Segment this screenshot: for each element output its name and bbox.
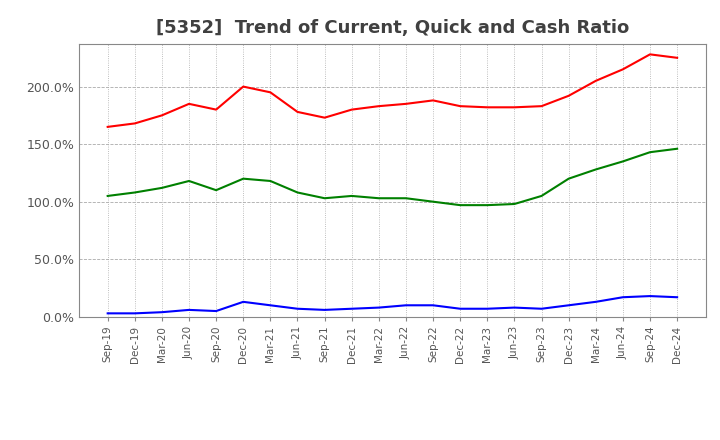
Line: Current Ratio: Current Ratio <box>108 55 677 127</box>
Quick Ratio <box>483 202 492 208</box>
Quick Ratio <box>348 193 356 198</box>
Cash Ratio <box>537 306 546 312</box>
Quick Ratio <box>510 202 518 207</box>
Current Ratio <box>510 105 518 110</box>
Current Ratio <box>564 93 573 99</box>
Current Ratio <box>483 105 492 110</box>
Quick Ratio <box>618 159 627 164</box>
Cash Ratio <box>483 306 492 312</box>
Cash Ratio <box>456 306 464 312</box>
Quick Ratio <box>320 196 329 201</box>
Current Ratio <box>185 101 194 106</box>
Cash Ratio <box>646 293 654 299</box>
Current Ratio <box>428 98 437 103</box>
Cash Ratio <box>672 295 681 300</box>
Quick Ratio <box>185 178 194 183</box>
Cash Ratio <box>402 303 410 308</box>
Current Ratio <box>130 121 139 126</box>
Current Ratio <box>402 101 410 106</box>
Cash Ratio <box>591 299 600 304</box>
Current Ratio <box>456 103 464 109</box>
Current Ratio <box>672 55 681 60</box>
Current Ratio <box>239 84 248 89</box>
Quick Ratio <box>564 176 573 181</box>
Quick Ratio <box>428 199 437 204</box>
Current Ratio <box>646 52 654 57</box>
Quick Ratio <box>212 187 220 193</box>
Quick Ratio <box>104 193 112 198</box>
Cash Ratio <box>348 306 356 312</box>
Cash Ratio <box>130 311 139 316</box>
Line: Cash Ratio: Cash Ratio <box>108 296 677 313</box>
Quick Ratio <box>130 190 139 195</box>
Cash Ratio <box>618 295 627 300</box>
Current Ratio <box>158 113 166 118</box>
Cash Ratio <box>185 307 194 312</box>
Quick Ratio <box>402 196 410 201</box>
Current Ratio <box>591 78 600 84</box>
Line: Quick Ratio: Quick Ratio <box>108 149 677 205</box>
Quick Ratio <box>591 167 600 172</box>
Cash Ratio <box>239 299 248 304</box>
Quick Ratio <box>646 150 654 155</box>
Quick Ratio <box>158 185 166 191</box>
Current Ratio <box>537 103 546 109</box>
Quick Ratio <box>456 202 464 208</box>
Cash Ratio <box>266 303 275 308</box>
Current Ratio <box>374 103 383 109</box>
Cash Ratio <box>212 308 220 314</box>
Quick Ratio <box>537 193 546 198</box>
Cash Ratio <box>320 307 329 312</box>
Cash Ratio <box>374 305 383 310</box>
Title: [5352]  Trend of Current, Quick and Cash Ratio: [5352] Trend of Current, Quick and Cash … <box>156 19 629 37</box>
Cash Ratio <box>564 303 573 308</box>
Current Ratio <box>104 124 112 129</box>
Quick Ratio <box>239 176 248 181</box>
Quick Ratio <box>266 178 275 183</box>
Cash Ratio <box>293 306 302 312</box>
Cash Ratio <box>104 311 112 316</box>
Quick Ratio <box>672 146 681 151</box>
Quick Ratio <box>293 190 302 195</box>
Current Ratio <box>293 109 302 114</box>
Current Ratio <box>266 90 275 95</box>
Current Ratio <box>348 107 356 112</box>
Current Ratio <box>320 115 329 120</box>
Current Ratio <box>212 107 220 112</box>
Cash Ratio <box>428 303 437 308</box>
Cash Ratio <box>510 305 518 310</box>
Current Ratio <box>618 67 627 72</box>
Quick Ratio <box>374 196 383 201</box>
Cash Ratio <box>158 310 166 315</box>
